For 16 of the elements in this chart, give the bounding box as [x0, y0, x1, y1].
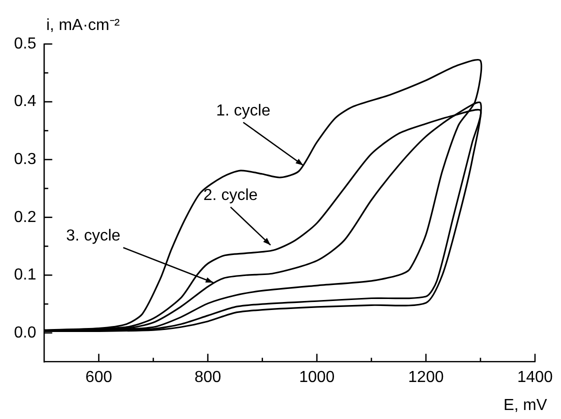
x-tick-label: 1000 [299, 368, 335, 386]
y-tick-label: 0.5 [14, 35, 36, 52]
annotation: 2. cycle [203, 187, 258, 204]
x-tick-label: 800 [194, 368, 222, 386]
y-axis-title: i, mA·cm⁻² [46, 17, 120, 34]
y-tick-label: 0.4 [14, 93, 36, 110]
x-tick-label: 600 [85, 368, 112, 386]
x-tick-label: 1200 [408, 368, 444, 386]
x-tick-label: 1400 [517, 368, 553, 386]
y-tick-label: 0.2 [14, 208, 36, 226]
annotation: 1. cycle [216, 102, 270, 120]
y-tick-label: 0.3 [14, 150, 36, 168]
y-tick-label: 0.1 [14, 266, 36, 284]
x-axis-title: E, mV [503, 396, 548, 414]
annotation: 3. cycle [66, 228, 120, 245]
y-tick-label: 0.0 [14, 324, 36, 342]
